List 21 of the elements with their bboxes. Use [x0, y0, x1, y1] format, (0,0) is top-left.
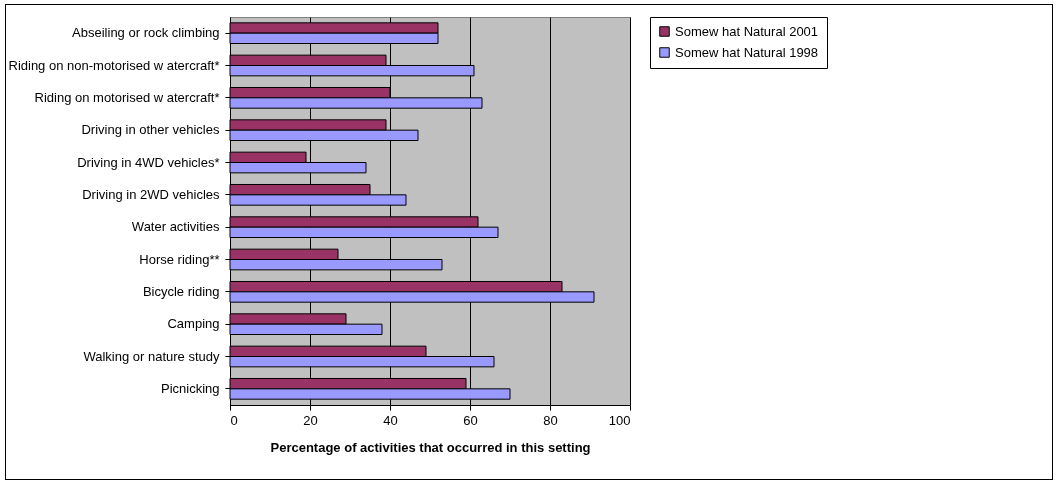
y-tick-label: Riding on motorised w atercraft* — [34, 89, 220, 105]
y-tick-label: Water activities — [131, 219, 220, 235]
y-tick-label: Driving in 2WD vehicles — [82, 186, 220, 202]
x-tick-label: 60 — [463, 412, 478, 428]
y-tick-label: Driving in 4WD vehicles* — [77, 154, 220, 170]
y-tick-label: Driving in other vehicles — [81, 122, 220, 138]
x-tick-label: 0 — [230, 412, 238, 428]
y-tick-label: Walking or nature study — [83, 348, 220, 364]
x-axis-title: Percentage of activities that occurred in this setting — [270, 439, 591, 455]
legend-label: Somew hat Natural 2001 — [675, 23, 819, 39]
y-tick-label: Bicycle riding — [142, 283, 220, 299]
x-tick-label: 80 — [543, 412, 558, 428]
x-tick-label: 20 — [303, 412, 318, 428]
x-tick-label: 100 — [608, 412, 631, 428]
x-tick-label: 40 — [383, 412, 398, 428]
y-tick-label: Abseiling or rock climbing — [72, 25, 220, 41]
y-tick-label: Riding on non-motorised w atercraft* — [8, 57, 220, 73]
y-tick-label: Horse riding** — [139, 251, 220, 267]
y-tick-label: Picnicking — [160, 380, 220, 396]
y-tick-label: Camping — [167, 316, 220, 332]
legend-label: Somew hat Natural 1998 — [675, 44, 819, 60]
